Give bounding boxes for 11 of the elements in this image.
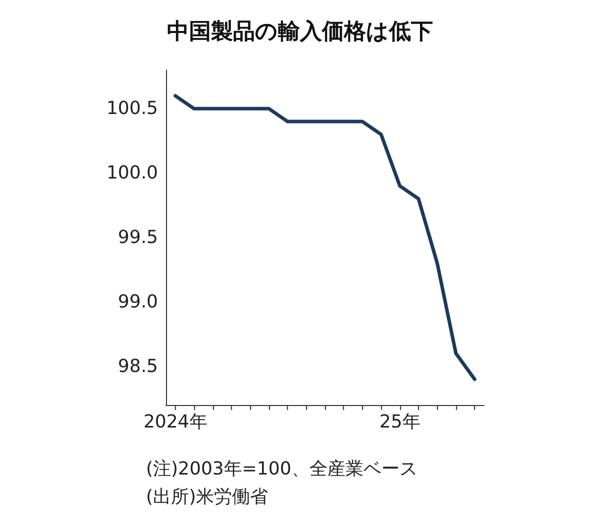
- y-tick-label: 99.0: [118, 291, 158, 312]
- chart-title: 中国製品の輸入価格は低下: [167, 20, 433, 44]
- y-tick-label: 98.5: [118, 356, 158, 377]
- x-tick-label: 25年: [379, 412, 420, 432]
- text: (注)2003年=100、全産業ベース: [146, 458, 418, 480]
- text: (出所)米労働省: [146, 486, 268, 508]
- y-tick-label: 100.5: [106, 98, 158, 120]
- y-tick-label: 99.5: [118, 227, 158, 248]
- y-tick-label: 100.0: [106, 162, 158, 184]
- line-series: [174, 94, 476, 381]
- x-tick-label: 2024年: [143, 412, 208, 432]
